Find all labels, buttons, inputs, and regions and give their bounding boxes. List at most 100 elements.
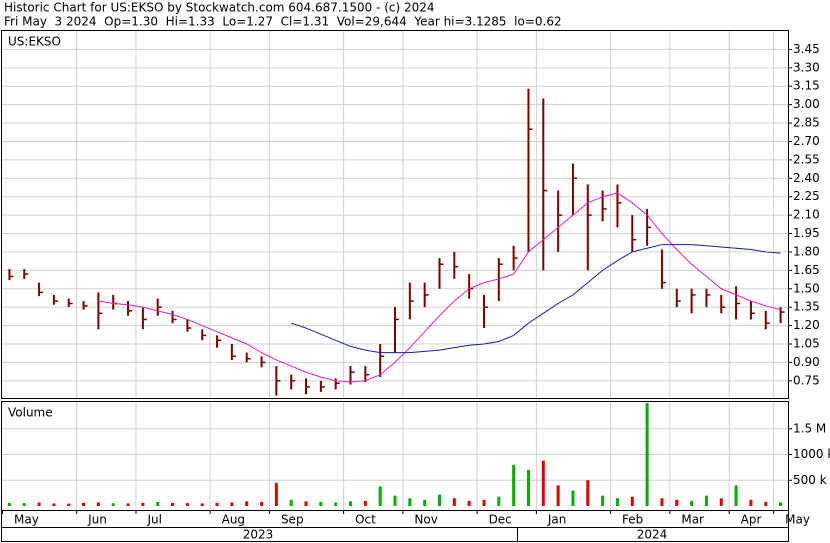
volume-bar: [704, 495, 708, 506]
y-tick-label: 2.25: [793, 189, 820, 203]
volume-bar: [526, 469, 530, 506]
volume-bar: [586, 480, 590, 506]
volume-bar: [690, 500, 694, 506]
y-tick-label: 2.85: [793, 116, 820, 130]
volume-bar: [67, 503, 71, 506]
volume-bar: [512, 464, 516, 506]
volume-bar: [96, 502, 100, 506]
x-tick-label: May: [785, 513, 810, 527]
volume-bar: [274, 482, 278, 506]
volume-bar: [749, 499, 753, 506]
y-tick-label: 0.90: [793, 355, 820, 369]
x-tick-label: Sep: [281, 513, 304, 527]
volume-bar: [200, 503, 204, 506]
volume-bar: [185, 503, 189, 506]
volume-bar: [319, 501, 323, 506]
y-tick-label: 2.70: [793, 134, 820, 148]
volume-bar: [541, 460, 545, 506]
volume-bar: [230, 502, 234, 506]
x-tick-label: Jan: [547, 513, 567, 527]
volume-bar: [645, 403, 649, 506]
y-tick-label: 2.40: [793, 171, 820, 185]
volume-bar: [497, 496, 501, 506]
y-tick-label: 1.80: [793, 244, 820, 258]
x-tick-label: Nov: [414, 513, 437, 527]
volume-bar: [556, 485, 560, 506]
volume-bar: [82, 502, 86, 506]
date-axis: [1, 510, 789, 542]
y-tick-label: 1.5 M: [793, 421, 826, 435]
volume-bar: [141, 502, 145, 506]
volume-bar: [37, 502, 41, 506]
chart-title: Historic Chart for US:EKSO by Stockwatch…: [4, 1, 435, 15]
y-tick-label: 500 k: [793, 473, 827, 487]
y-tick-label: 1.95: [793, 226, 820, 240]
volume-bar: [452, 498, 456, 506]
volume-bar: [334, 502, 338, 506]
price-panel: [1, 30, 789, 399]
volume-bar: [393, 495, 397, 506]
volume-bar: [111, 503, 115, 506]
volume-bar: [423, 499, 427, 506]
volume-bar: [437, 494, 441, 506]
y-tick-label: 0.75: [793, 373, 820, 387]
x-tick-label: Aug: [222, 513, 245, 527]
volume-bar: [171, 502, 175, 506]
year-label: 2023: [243, 528, 274, 542]
x-tick-label: Apr: [741, 513, 762, 527]
volume-bar: [734, 485, 738, 506]
y-tick-label: 1.05: [793, 336, 820, 350]
volume-bar: [7, 502, 11, 506]
volume-label: Volume: [8, 406, 53, 420]
x-tick-label: May: [14, 513, 39, 527]
volume-bar: [245, 501, 249, 506]
y-tick-label: 1.35: [793, 300, 820, 314]
y-tick-label: 3.15: [793, 79, 820, 93]
volume-bar: [156, 501, 160, 506]
symbol-label: US:EKSO: [8, 35, 61, 49]
volume-bar: [482, 499, 486, 506]
x-tick-label: Jul: [146, 513, 161, 527]
year-label: 2024: [637, 528, 668, 542]
volume-bar: [363, 500, 367, 506]
volume-bar: [675, 499, 679, 506]
volume-bar: [601, 495, 605, 506]
volume-bar: [126, 503, 130, 506]
y-tick-label: 3.30: [793, 60, 820, 74]
volume-bar: [52, 503, 56, 506]
volume-bar: [779, 502, 783, 506]
grid-layer: [2, 31, 788, 510]
volume-bar: [215, 502, 219, 506]
moving-average-line: [291, 244, 781, 354]
y-tick-label: 1000 k: [793, 447, 830, 461]
volume-bar: [304, 501, 308, 506]
x-tick-label: Mar: [681, 513, 704, 527]
volume-bar: [22, 503, 26, 506]
y-tick-label: 1.50: [793, 281, 820, 295]
volume-bar: [467, 500, 471, 506]
x-tick-label: Feb: [622, 513, 643, 527]
volume-bar: [349, 501, 353, 506]
volume-bar: [660, 498, 664, 506]
x-tick-label: Dec: [489, 513, 512, 527]
y-tick-label: 1.20: [793, 318, 820, 332]
volume-bar: [719, 498, 723, 506]
x-tick-label: Jun: [87, 513, 107, 527]
y-tick-label: 2.10: [793, 208, 820, 222]
y-tick-label: 3.45: [793, 42, 820, 56]
volume-bar: [615, 498, 619, 506]
y-tick-label: 1.65: [793, 263, 820, 277]
moving-average-line: [98, 192, 781, 383]
volume-bar: [571, 490, 575, 506]
volume-bar: [764, 501, 768, 506]
volume-bar: [408, 498, 412, 506]
chart-subtitle: Fri May 3 2024 Op=1.30 Hi=1.33 Lo=1.27 C…: [4, 15, 562, 29]
volume-bar: [378, 486, 382, 506]
volume-bar: [630, 496, 634, 506]
y-tick-label: 2.55: [793, 152, 820, 166]
volume-bar: [289, 499, 293, 506]
x-tick-label: Oct: [355, 513, 376, 527]
volume-bar: [260, 501, 264, 506]
